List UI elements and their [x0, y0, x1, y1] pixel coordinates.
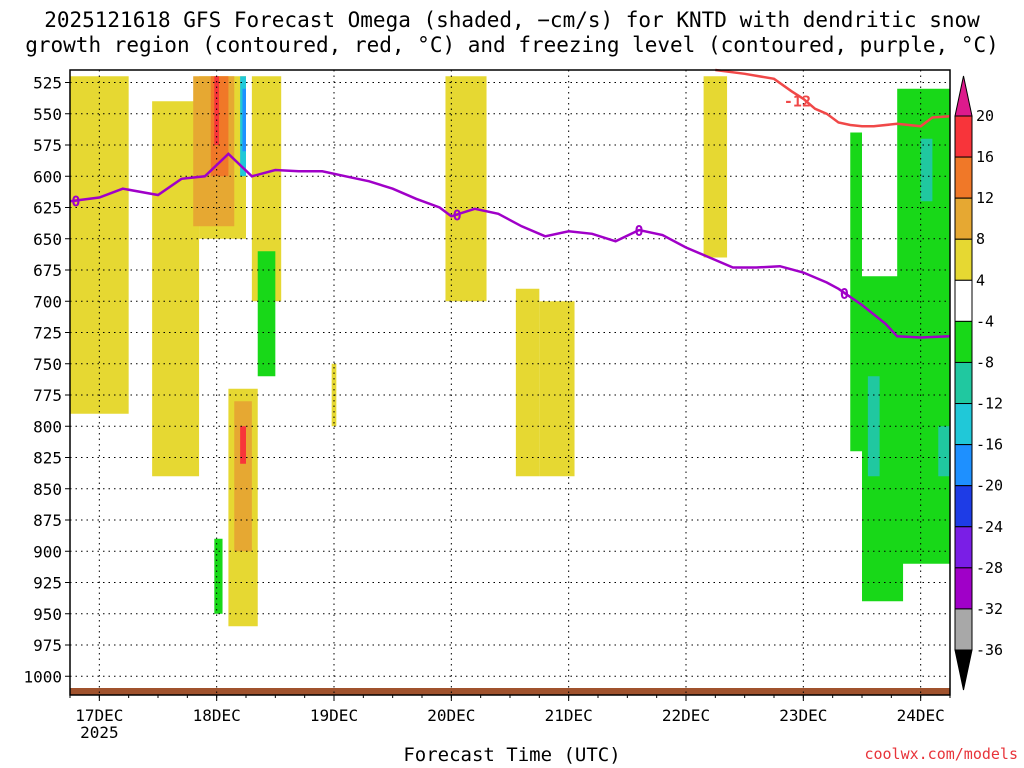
y-tick-label-925: 925 — [33, 574, 62, 593]
colorbar-label-11: -28 — [976, 559, 1003, 577]
colorbar-label-13: -36 — [976, 641, 1003, 659]
freezing-level-label-0: 0 — [71, 193, 80, 211]
x-tick-label-22DEC: 22DEC — [662, 706, 710, 725]
colorbar-box-1 — [954, 156, 973, 199]
contour-layer: 0 0 0 0 -12 — [69, 68, 951, 339]
colorbar-box-12 — [954, 608, 973, 651]
colorbar-box-11 — [954, 567, 973, 610]
colorbar-box-0 — [954, 115, 973, 158]
colorbar-label-3: 8 — [976, 230, 985, 248]
colorbar-label-10: -24 — [976, 518, 1003, 536]
omega-region-24 — [242, 88, 246, 152]
terrain-strip — [70, 688, 950, 695]
y-tick-label-775: 775 — [33, 386, 62, 405]
y-tick-label-850: 850 — [33, 480, 62, 499]
y-tick-label-675: 675 — [33, 261, 62, 280]
freezing-level-line — [69, 152, 951, 339]
y-tick-label-650: 650 — [33, 230, 62, 249]
colorbar-box-9 — [954, 485, 973, 528]
y-tick-label-600: 600 — [33, 167, 62, 186]
colorbar-box-3 — [954, 238, 973, 281]
dgz-contour-label: -12 — [784, 92, 811, 110]
colorbar-bottom-arrow — [954, 649, 973, 691]
colorbar-label-8: -16 — [976, 436, 1003, 454]
dgz-contour-line — [715, 68, 951, 128]
x-year-label: 2025 — [80, 723, 119, 742]
credit-text: coolwx.com/models — [864, 745, 1018, 763]
colorbar-label-12: -32 — [976, 600, 1003, 618]
y-axis: 525 550 575 600 625 650 675 700 725 750 775 800 825 8… — [23, 74, 70, 686]
colorbar-box-7 — [954, 403, 973, 446]
y-tick-label-825: 825 — [33, 449, 62, 468]
grid-lines — [70, 70, 950, 695]
y-tick-label-875: 875 — [33, 511, 62, 530]
x-axis-label: Forecast Time (UTC) — [403, 744, 621, 766]
y-tick-label-725: 725 — [33, 324, 62, 343]
colorbar-box-6 — [954, 361, 973, 405]
omega-region-6 — [515, 288, 540, 477]
colorbar-label-4: 4 — [976, 271, 985, 289]
y-tick-label-575: 575 — [33, 136, 62, 155]
colorbar-box-10 — [954, 526, 973, 569]
omega-region-1 — [152, 101, 200, 477]
omega-region-17 — [850, 132, 862, 452]
x-axis: 17DEC 18DEC 19DEC 20DEC 21DEC 22DEC 23DEC 24DEC… — [69, 695, 951, 742]
omega-region-15 — [257, 251, 276, 377]
colorbar-box-4 — [954, 279, 973, 322]
terrain-layer — [70, 688, 950, 695]
omega-region-21 — [920, 138, 933, 202]
omega-region-0 — [70, 76, 129, 414]
omega-region-14 — [240, 426, 246, 464]
omega-region-13 — [214, 76, 220, 145]
x-tick-label-18DEC: 18DEC — [193, 706, 241, 725]
title-line-1: 2025121618 GFS Forecast Omega (shaded, −… — [44, 8, 980, 32]
colorbar-box-8 — [954, 444, 973, 487]
y-tick-label-700: 700 — [33, 292, 62, 311]
omega-region-16 — [214, 538, 223, 614]
chart-title: 2025121618 GFS Forecast Omega (shaded, −… — [0, 8, 1024, 58]
y-tick-label-525: 525 — [33, 74, 62, 93]
colorbar: 20 16 12 8 4 -4 -8 -12 -16 -20 -24 -28 -32 -36 — [954, 75, 1003, 691]
freezing-level-label-2: 0 — [635, 222, 644, 240]
colorbar-label-1: 16 — [976, 148, 994, 166]
colorbar-box-2 — [954, 197, 973, 240]
title-line-2: growth region (contoured, red, °C) and f… — [25, 33, 999, 57]
x-tick-label-19DEC: 19DEC — [310, 706, 358, 725]
omega-shading — [70, 76, 950, 627]
y-tick-label-800: 800 — [33, 417, 62, 436]
colorbar-box-5 — [954, 320, 973, 363]
colorbar-label-7: -12 — [976, 395, 1003, 413]
colorbar-label-6: -8 — [976, 353, 994, 371]
y-tick-label-900: 900 — [33, 542, 62, 561]
y-tick-label-750: 750 — [33, 355, 62, 374]
colorbar-label-5: -4 — [976, 312, 994, 330]
omega-region-11 — [234, 401, 252, 552]
x-tick-label-24DEC: 24DEC — [897, 706, 945, 725]
y-tick-label-975: 975 — [33, 636, 62, 655]
x-tick-label-20DEC: 20DEC — [427, 706, 475, 725]
colorbar-label-0: 20 — [976, 107, 994, 125]
colorbar-top-arrow — [954, 75, 973, 117]
x-tick-label-17DEC: 17DEC — [75, 706, 123, 725]
y-tick-label-1000: 1000 — [23, 667, 62, 686]
colorbar-label-2: 12 — [976, 189, 994, 207]
freezing-level-label-3: 0 — [840, 285, 849, 303]
y-tick-label-550: 550 — [33, 105, 62, 124]
freezing-level-label-1: 0 — [453, 206, 462, 224]
x-tick-label-21DEC: 21DEC — [545, 706, 593, 725]
y-tick-label-625: 625 — [33, 199, 62, 218]
y-tick-label-950: 950 — [33, 605, 62, 624]
omega-region-8 — [703, 76, 728, 258]
omega-region-22 — [938, 426, 950, 477]
colorbar-label-9: -20 — [976, 477, 1003, 495]
x-tick-label-23DEC: 23DEC — [779, 706, 827, 725]
omega-region-7 — [539, 301, 575, 477]
